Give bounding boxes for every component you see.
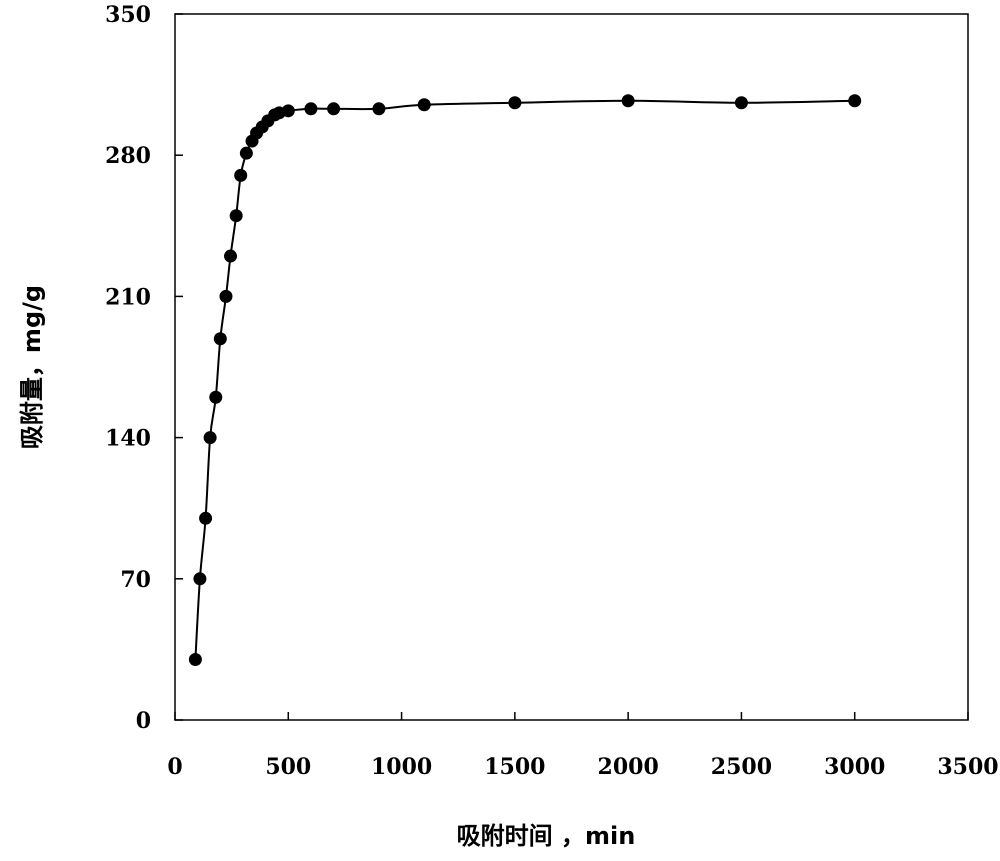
ticks: [174, 13, 969, 721]
series-line: [194, 99, 855, 660]
data-point: [848, 94, 862, 108]
plot-frame: [174, 13, 969, 721]
y-tick-label: 0: [136, 708, 151, 734]
x-tick-label: 3500: [937, 754, 998, 780]
data-points: [188, 94, 862, 666]
data-point: [417, 98, 431, 112]
data-point: [239, 146, 253, 160]
data-point: [327, 102, 341, 116]
data-point: [234, 168, 248, 182]
data-point: [734, 96, 748, 110]
data-point: [304, 102, 318, 116]
data-point: [193, 572, 207, 586]
tick-labels: 0 500 1000 1500 2000 2500 3000 3500 0 70 140 210 280…: [105, 2, 999, 780]
data-point: [224, 249, 238, 263]
x-tick-label: 1000: [371, 754, 432, 780]
y-axis-title: 吸附量，mg/g: [18, 285, 46, 449]
data-point: [209, 390, 223, 404]
x-axis-title: 吸附时间 ，min: [457, 822, 636, 850]
data-point: [203, 431, 217, 445]
x-tick-label: 500: [265, 754, 311, 780]
data-point: [188, 652, 202, 666]
y-tick-label: 280: [105, 143, 151, 169]
data-point: [213, 332, 227, 346]
data-point: [621, 94, 635, 108]
y-tick-label: 210: [105, 284, 151, 310]
x-tick-label: 0: [167, 754, 182, 780]
data-point: [281, 104, 295, 118]
x-tick-label: 2000: [598, 754, 659, 780]
x-tick-label: 3000: [824, 754, 885, 780]
data-point: [199, 511, 213, 525]
data-point: [508, 96, 522, 110]
y-tick-label: 140: [105, 426, 151, 452]
y-tick-label: 350: [105, 2, 151, 28]
x-tick-label: 1500: [484, 754, 545, 780]
y-tick-label: 70: [120, 567, 151, 593]
data-point: [229, 209, 243, 223]
data-point: [219, 289, 233, 303]
x-tick-label: 2500: [711, 754, 772, 780]
data-point: [372, 102, 386, 116]
